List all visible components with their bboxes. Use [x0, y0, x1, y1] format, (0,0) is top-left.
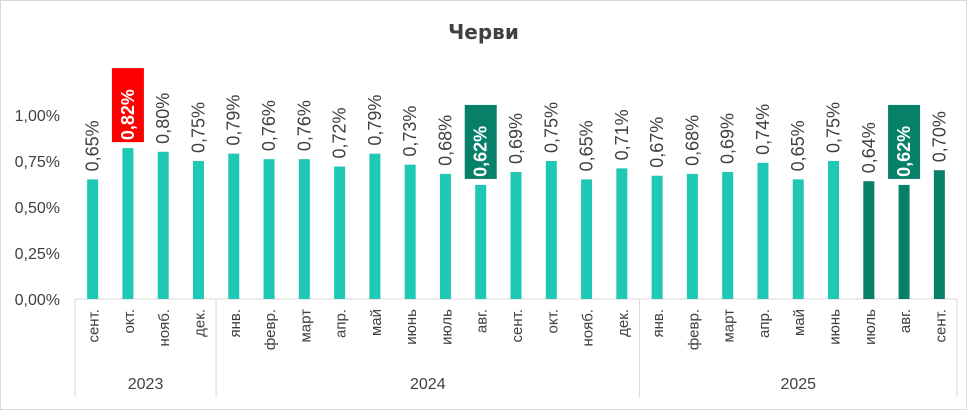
data-label-highlight — [111, 68, 144, 143]
bar — [545, 161, 557, 299]
category-label: сент. — [86, 309, 103, 343]
category-label: янв. — [227, 309, 244, 338]
data-label: 0,64% — [859, 122, 879, 173]
data-label: 0,67% — [647, 117, 667, 168]
data-label: 0,69% — [506, 113, 526, 164]
bar — [828, 161, 840, 299]
bar — [792, 179, 804, 299]
category-label: май — [791, 309, 808, 336]
category-label: февр. — [685, 309, 702, 350]
bar — [933, 170, 945, 299]
y-tick-label: 0,75% — [15, 154, 60, 171]
bar — [298, 159, 310, 299]
data-label: 0,69% — [718, 113, 738, 164]
category-label: март — [297, 309, 314, 343]
data-label: 0,75% — [824, 102, 844, 153]
data-label: 0,71% — [612, 109, 632, 160]
bar — [369, 153, 381, 299]
data-label-highlight — [888, 104, 921, 179]
data-label: 0,80% — [153, 93, 173, 144]
bar — [722, 172, 734, 299]
data-label: 0,62% — [471, 126, 491, 177]
bar — [616, 168, 628, 299]
category-label: окт. — [121, 309, 138, 333]
y-tick-label: 0,50% — [15, 200, 60, 217]
data-label: 0,75% — [541, 102, 561, 153]
bar — [404, 164, 416, 299]
category-label: нояб. — [580, 309, 597, 347]
category-label: июль — [862, 309, 879, 345]
bar — [192, 161, 204, 299]
category-label: март — [721, 309, 738, 343]
category-label: сент. — [509, 309, 526, 343]
data-label: 0,68% — [682, 115, 702, 166]
data-label: 0,73% — [400, 106, 420, 157]
data-label: 0,72% — [330, 107, 350, 158]
bar — [439, 173, 451, 299]
category-label: июнь — [403, 309, 420, 345]
y-tick-label: 0,25% — [15, 246, 60, 263]
bar — [122, 148, 134, 299]
bar — [87, 179, 99, 299]
category-label: дек. — [191, 309, 208, 337]
data-label: 0,68% — [435, 115, 455, 166]
bar — [581, 179, 593, 299]
bar — [228, 153, 240, 299]
category-label: февр. — [262, 309, 279, 350]
category-label: май — [368, 309, 385, 336]
data-label: 0,65% — [83, 120, 103, 171]
bar — [334, 166, 346, 299]
data-label-highlight — [464, 104, 497, 179]
category-label: авг. — [897, 309, 914, 333]
category-label: янв. — [650, 309, 667, 338]
data-label: 0,74% — [753, 104, 773, 155]
category-label: июль — [438, 309, 455, 345]
data-label: 0,65% — [577, 120, 597, 171]
category-label: июнь — [827, 309, 844, 345]
bar — [686, 173, 698, 299]
y-tick-label: 1,00% — [15, 108, 60, 125]
data-label: 0,79% — [365, 95, 385, 146]
category-label: авг. — [474, 309, 491, 333]
category-label: окт. — [544, 309, 561, 333]
data-label: 0,70% — [929, 111, 949, 162]
bar — [898, 184, 910, 299]
bar — [651, 175, 663, 299]
data-label: 0,76% — [294, 100, 314, 151]
category-label: апр. — [756, 309, 773, 338]
year-label: 2025 — [780, 376, 816, 393]
y-tick-label: 0,00% — [15, 292, 60, 309]
category-label: дек. — [615, 309, 632, 337]
data-label: 0,65% — [788, 120, 808, 171]
year-label: 2024 — [410, 376, 446, 393]
category-label: апр. — [333, 309, 350, 338]
bar — [863, 181, 875, 299]
data-label: 0,62% — [894, 126, 914, 177]
bar — [263, 159, 275, 299]
data-label: 0,79% — [224, 95, 244, 146]
year-label: 2023 — [128, 376, 164, 393]
bar — [475, 184, 487, 299]
bar — [157, 151, 169, 299]
category-label: сент. — [932, 309, 949, 343]
category-label: нояб. — [156, 309, 173, 347]
chart-title: Черви — [448, 20, 519, 44]
bar — [510, 172, 522, 299]
data-label: 0,76% — [259, 100, 279, 151]
bar — [757, 162, 769, 299]
data-label: 0,82% — [118, 89, 138, 140]
data-label: 0,75% — [188, 102, 208, 153]
